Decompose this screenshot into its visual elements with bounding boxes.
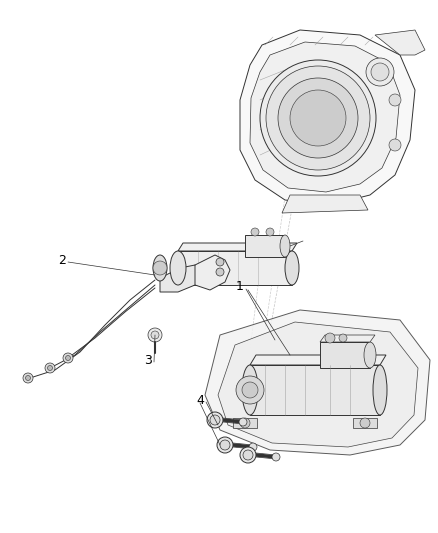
Circle shape (266, 228, 274, 236)
Polygon shape (205, 310, 430, 455)
Circle shape (260, 60, 376, 176)
Text: 3: 3 (144, 353, 152, 367)
Circle shape (63, 353, 73, 363)
Polygon shape (320, 335, 375, 342)
Text: 2: 2 (58, 254, 66, 266)
Circle shape (290, 90, 346, 146)
Polygon shape (245, 235, 285, 257)
Circle shape (366, 58, 394, 86)
Polygon shape (353, 418, 377, 428)
Polygon shape (178, 251, 292, 285)
Polygon shape (320, 342, 370, 368)
Ellipse shape (364, 342, 376, 368)
Ellipse shape (153, 255, 167, 281)
Circle shape (207, 412, 223, 428)
Circle shape (210, 415, 220, 425)
Circle shape (45, 363, 55, 373)
Circle shape (216, 268, 224, 276)
Circle shape (240, 447, 256, 463)
Circle shape (25, 376, 31, 381)
Text: 1: 1 (236, 280, 244, 294)
Text: 4: 4 (196, 393, 204, 407)
Circle shape (240, 418, 250, 428)
Polygon shape (233, 418, 257, 428)
Ellipse shape (285, 251, 299, 285)
Ellipse shape (170, 251, 186, 285)
Circle shape (153, 261, 167, 275)
Circle shape (217, 437, 233, 453)
Circle shape (360, 418, 370, 428)
Ellipse shape (242, 365, 258, 415)
Polygon shape (282, 195, 368, 213)
Circle shape (236, 376, 264, 404)
Circle shape (339, 334, 347, 342)
Circle shape (389, 94, 401, 106)
Circle shape (278, 78, 358, 158)
Circle shape (23, 373, 33, 383)
Polygon shape (160, 265, 195, 292)
Circle shape (220, 440, 230, 450)
Ellipse shape (373, 365, 387, 415)
Circle shape (371, 63, 389, 81)
Polygon shape (250, 365, 380, 415)
Circle shape (272, 453, 280, 461)
Circle shape (239, 418, 247, 426)
Polygon shape (185, 255, 230, 290)
Circle shape (266, 66, 370, 170)
Polygon shape (240, 30, 415, 205)
Polygon shape (250, 355, 386, 365)
Polygon shape (218, 322, 418, 447)
Circle shape (66, 356, 71, 360)
Polygon shape (375, 30, 425, 55)
Ellipse shape (280, 235, 290, 257)
Circle shape (216, 258, 224, 266)
Circle shape (251, 228, 259, 236)
Circle shape (243, 450, 253, 460)
Circle shape (249, 443, 257, 451)
Polygon shape (178, 243, 297, 251)
Circle shape (47, 366, 53, 370)
Circle shape (151, 331, 159, 339)
Circle shape (148, 328, 162, 342)
Polygon shape (250, 42, 400, 192)
Circle shape (325, 333, 335, 343)
Circle shape (389, 139, 401, 151)
Circle shape (242, 382, 258, 398)
